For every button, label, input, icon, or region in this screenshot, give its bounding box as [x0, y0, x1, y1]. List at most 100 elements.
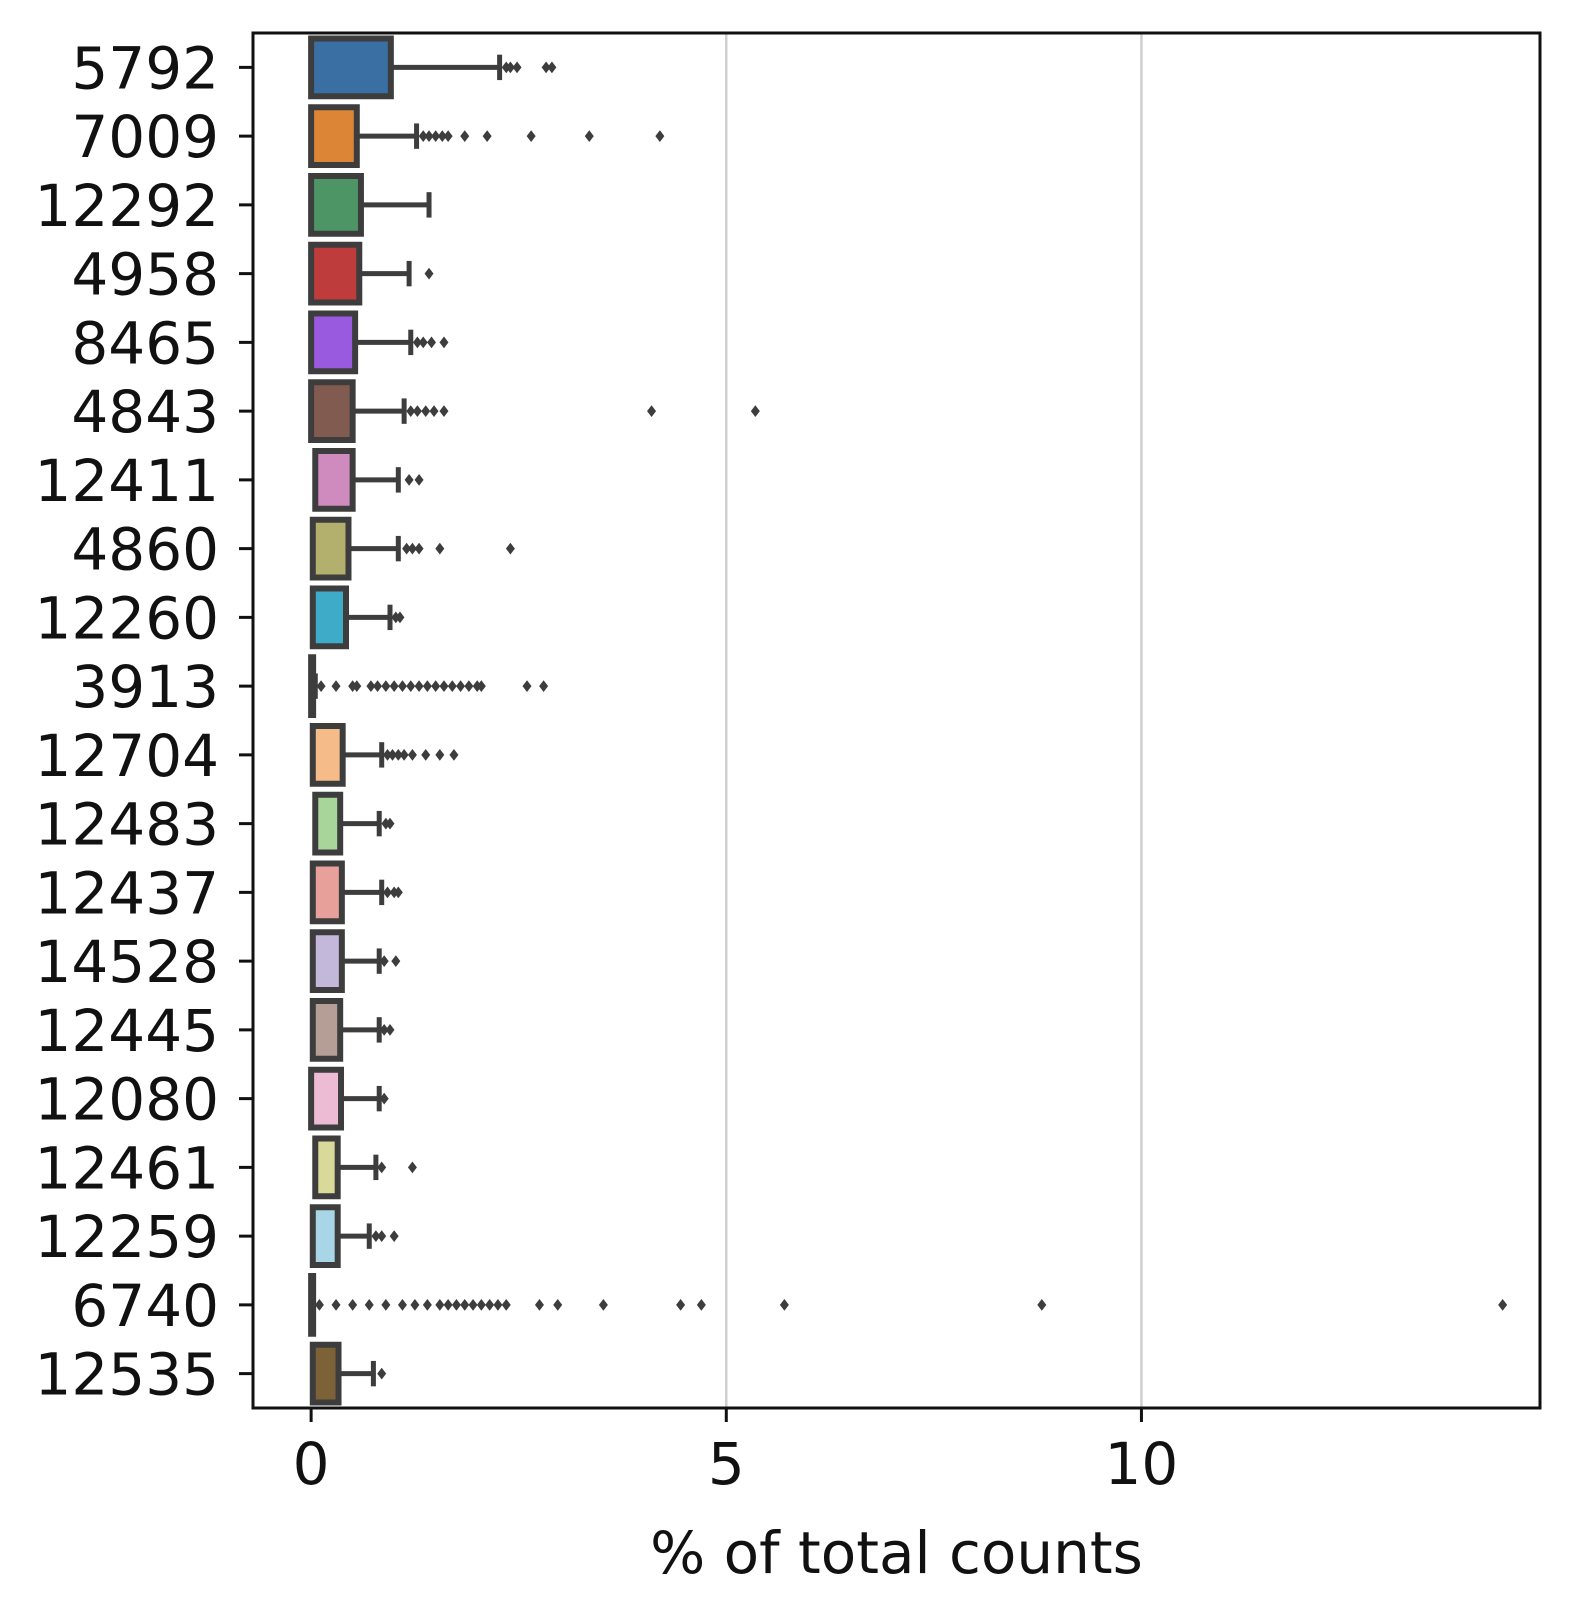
- outlier-point: [482, 130, 492, 142]
- outlier-point: [395, 611, 405, 624]
- box: [308, 241, 363, 306]
- outlier-point: [512, 61, 522, 74]
- outliers: [314, 61, 1508, 1380]
- outlier-point: [439, 336, 449, 349]
- outlier-point: [385, 1024, 395, 1036]
- outlier-point: [406, 405, 416, 417]
- outlier-point: [421, 405, 431, 417]
- box: [308, 35, 394, 100]
- box: [308, 654, 317, 718]
- y-tick-label: 4958: [71, 241, 219, 309]
- outlier-point: [418, 336, 428, 349]
- y-tick-label: 7009: [71, 103, 219, 171]
- gridlines: [725, 33, 1143, 1408]
- outlier-point: [429, 405, 439, 417]
- box: [312, 1135, 341, 1200]
- y-tick-label: 12411: [34, 447, 219, 515]
- box: [309, 723, 346, 787]
- outlier-point: [534, 1299, 544, 1311]
- outlier-point: [385, 817, 395, 830]
- outlier-point: [377, 1367, 387, 1380]
- outlier-point: [412, 336, 422, 349]
- y-tick-label: 12259: [34, 1203, 219, 1271]
- outlier-point: [1037, 1299, 1047, 1311]
- outlier-point: [443, 1299, 453, 1311]
- outlier-point: [393, 749, 403, 761]
- outlier-point: [364, 1299, 374, 1311]
- outlier-point: [397, 1299, 407, 1311]
- box: [308, 379, 356, 443]
- outlier-point: [451, 1299, 461, 1311]
- outlier-point: [397, 680, 407, 692]
- outlier-point: [316, 680, 326, 692]
- y-tick-label: 14528: [34, 928, 219, 996]
- outlier-point: [696, 1299, 706, 1311]
- y-tick-label: 12080: [34, 1066, 219, 1134]
- outlier-point: [779, 1299, 789, 1311]
- outlier-point: [389, 1230, 399, 1242]
- outlier-point: [424, 130, 434, 142]
- outlier-point: [314, 1299, 324, 1311]
- plot-frame: [251, 31, 1542, 1410]
- y-tick-label: 12437: [34, 859, 219, 927]
- box: [308, 104, 360, 168]
- y-tick-label: 12260: [34, 584, 219, 652]
- outlier-point: [393, 886, 403, 899]
- y-tick-label: 6740: [71, 1272, 219, 1340]
- y-tick-label: 12704: [34, 722, 219, 790]
- outlier-point: [404, 474, 414, 486]
- y-tick-label: 12461: [34, 1134, 219, 1202]
- outlier-point: [447, 680, 457, 692]
- x-tick-label: 10: [1105, 1430, 1179, 1498]
- outlier-point: [379, 955, 389, 967]
- outlier-point: [655, 130, 665, 142]
- outlier-point: [387, 749, 397, 761]
- y-tick-label: 4860: [71, 516, 219, 584]
- y-tick-label: 12445: [34, 997, 219, 1065]
- y-tick-label: 12483: [34, 791, 219, 859]
- outlier-point: [468, 1299, 478, 1311]
- outlier-point: [464, 680, 474, 692]
- y-tick-label: 3913: [71, 653, 219, 721]
- outlier-point: [371, 1230, 381, 1242]
- outlier-point: [439, 405, 449, 417]
- outlier-point: [547, 61, 557, 74]
- outlier-point: [456, 680, 466, 692]
- outlier-point: [421, 749, 431, 761]
- outlier-point: [553, 1299, 563, 1311]
- outlier-point: [443, 130, 453, 142]
- y-tick-label: 4843: [71, 378, 219, 446]
- outlier-point: [422, 1299, 432, 1311]
- outlier-point: [381, 1299, 391, 1311]
- outlier-point: [407, 1161, 417, 1174]
- outlier-point: [750, 405, 760, 417]
- x-axis-ticks: 0 5 10: [293, 1408, 1179, 1498]
- outlier-point: [427, 336, 437, 349]
- outlier-point: [584, 130, 594, 142]
- outlier-point: [406, 680, 416, 692]
- outlier-point: [377, 1161, 387, 1174]
- outlier-point: [422, 680, 432, 692]
- y-tick-label: 5792: [71, 34, 219, 102]
- outlier-point: [391, 955, 401, 967]
- outlier-point: [505, 542, 515, 555]
- outlier-point: [476, 680, 486, 692]
- outlier-point: [647, 405, 657, 417]
- outlier-point: [407, 749, 417, 761]
- outlier-point: [460, 130, 470, 142]
- outlier-point: [539, 680, 549, 692]
- outlier-point: [414, 542, 424, 555]
- box: [308, 310, 359, 375]
- x-axis-label: % of total counts: [650, 1519, 1143, 1587]
- box: [309, 998, 344, 1062]
- outlier-point: [522, 680, 532, 692]
- outlier-point: [435, 1299, 445, 1311]
- y-tick-label: 8465: [71, 309, 219, 377]
- box: [309, 585, 349, 650]
- outlier-point: [431, 680, 441, 692]
- outlier-point: [366, 680, 376, 692]
- x-tick-label: 5: [708, 1430, 745, 1498]
- outlier-point: [414, 680, 424, 692]
- outlier-point: [383, 886, 393, 899]
